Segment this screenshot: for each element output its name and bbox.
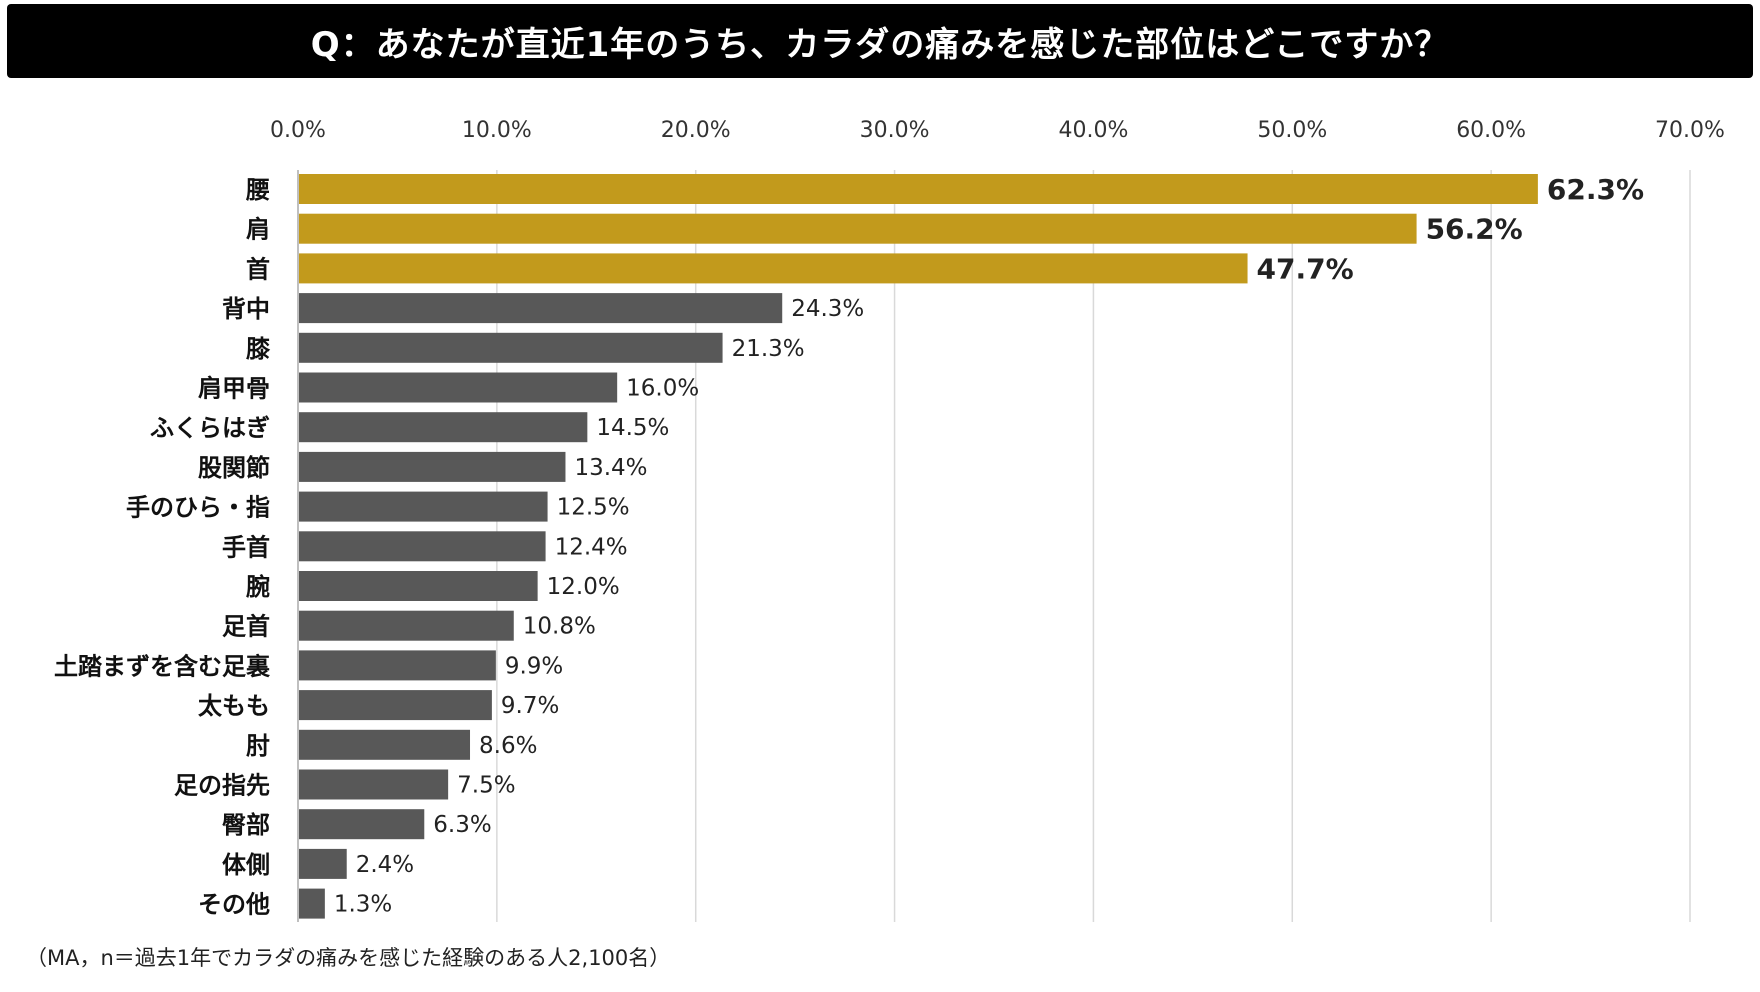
bar: [299, 491, 548, 522]
data-label: 1.3%: [334, 892, 392, 918]
bar: [299, 253, 1248, 284]
data-label: 62.3%: [1547, 173, 1644, 206]
bar: [299, 769, 449, 800]
data-label: 56.2%: [1426, 213, 1523, 246]
footnote: （MA，n＝過去1年でカラダの痛みを感じた経験のある人2,100名）: [26, 946, 671, 970]
bar: [299, 690, 492, 721]
x-tick-label: 40.0%: [1058, 118, 1128, 143]
data-label: 8.6%: [479, 733, 537, 759]
category-label: 腰: [245, 176, 270, 204]
data-label: 7.5%: [457, 773, 515, 799]
data-label: 9.9%: [505, 653, 563, 679]
data-label: 2.4%: [356, 852, 414, 878]
bar: [299, 213, 1417, 244]
chart-title: Q：あなたが直近1年のうち、カラダの痛みを感じた部位はどこですか？: [310, 24, 1450, 65]
bar: [299, 650, 496, 681]
x-tick-label: 20.0%: [661, 118, 731, 143]
chart-title-bar: Q：あなたが直近1年のうち、カラダの痛みを感じた部位はどこですか？: [7, 4, 1753, 78]
data-label: 12.4%: [555, 534, 628, 560]
category-label: 膝: [246, 335, 271, 363]
data-label: 9.7%: [501, 693, 559, 719]
category-label: 手首: [222, 533, 270, 561]
x-tick-label: 0.0%: [270, 118, 326, 143]
category-label: 肘: [246, 732, 270, 760]
category-label: 股関節: [198, 454, 270, 482]
category-label: 土踏まずを含む足裏: [54, 652, 271, 680]
bar: [299, 451, 566, 482]
bar: [299, 809, 425, 840]
data-label: 10.8%: [523, 614, 596, 640]
x-tick-label: 30.0%: [860, 118, 930, 143]
data-label: 6.3%: [433, 812, 491, 838]
category-label: その他: [198, 891, 270, 919]
data-label: 14.5%: [596, 415, 669, 441]
data-label: 12.0%: [547, 574, 620, 600]
bar: [299, 531, 546, 562]
category-label: 足首: [222, 613, 270, 641]
x-tick-label: 10.0%: [462, 118, 532, 143]
bar: [299, 174, 1538, 204]
data-label: 16.0%: [626, 376, 699, 402]
x-tick-label: 70.0%: [1655, 118, 1725, 143]
category-label: 太もも: [198, 692, 270, 720]
category-label: 肩: [246, 216, 270, 244]
category-label: 体側: [222, 851, 270, 879]
category-label: 腕: [245, 573, 270, 601]
bar-chart: 0.0% 10.0% 20.0% 30.0% 40.0% 50.0% 60.0% 70.0% 腰…: [54, 118, 1725, 922]
data-label: 24.3%: [791, 296, 864, 322]
bar: [299, 888, 325, 919]
category-label: 足の指先: [174, 772, 270, 800]
category-label: 背中: [222, 295, 270, 323]
bar: [299, 729, 471, 760]
bar: [299, 372, 618, 403]
bar: [299, 412, 588, 443]
x-tick-label: 50.0%: [1257, 118, 1327, 143]
category-label: 肩甲骨: [198, 375, 270, 403]
bar: [299, 332, 723, 363]
data-label: 47.7%: [1257, 252, 1354, 285]
category-label: 手のひら・指: [126, 494, 270, 522]
category-label: ふくらはぎ: [150, 414, 270, 442]
bar: [299, 848, 347, 879]
bar: [299, 293, 783, 324]
x-tick-label: 60.0%: [1456, 118, 1526, 143]
bar: [299, 610, 514, 641]
data-label: 13.4%: [574, 455, 647, 481]
data-label: 12.5%: [557, 495, 630, 521]
category-label: 臀部: [222, 811, 270, 839]
bar: [299, 571, 538, 601]
category-label: 首: [246, 255, 270, 283]
data-label: 21.3%: [732, 336, 805, 362]
